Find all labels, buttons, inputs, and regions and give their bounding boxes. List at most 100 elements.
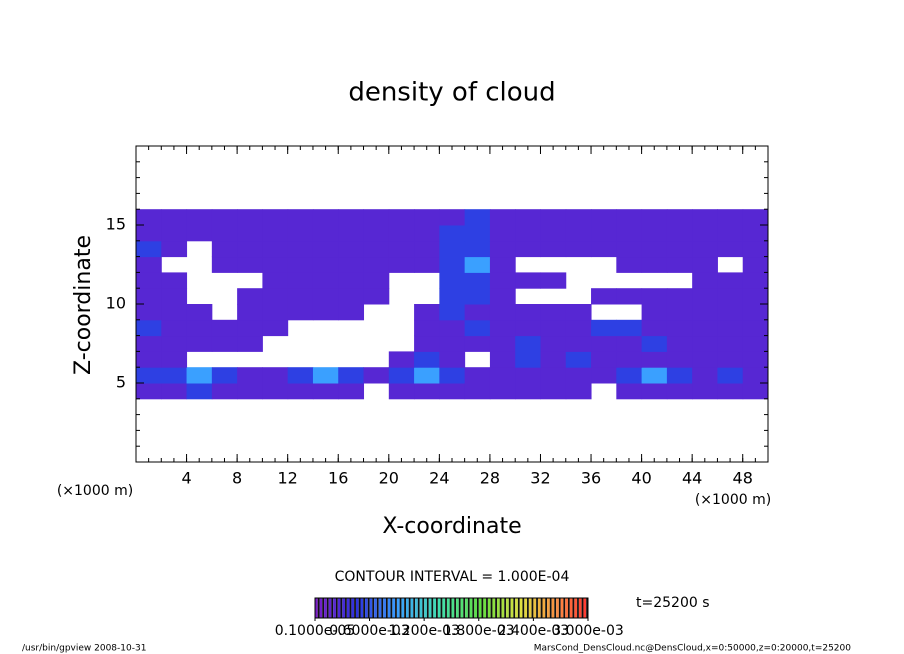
- heat-cell: [237, 209, 263, 226]
- heat-cell: [464, 225, 491, 242]
- heat-cell: [439, 225, 466, 242]
- x-axis-label: X-coordinate: [382, 514, 521, 539]
- heat-cell: [338, 288, 365, 305]
- y-tick-label: 5: [116, 373, 126, 392]
- colorbar-stripe: [392, 598, 396, 618]
- heat-cell: [287, 272, 314, 289]
- colorbar-gap: [395, 598, 397, 618]
- heat-cell: [237, 225, 263, 242]
- colorbar-stripe: [460, 598, 464, 618]
- heat-cell: [565, 209, 592, 226]
- heat-cell: [161, 367, 188, 384]
- heat-cell: [666, 383, 693, 400]
- colorbar-gap: [454, 598, 457, 618]
- heat-cell: [717, 240, 744, 258]
- heat-cell: [237, 319, 263, 337]
- heat-cell: [742, 367, 769, 384]
- colorbar-gap: [445, 598, 447, 618]
- heat-cell: [136, 225, 162, 242]
- colorbar-gap: [572, 598, 575, 618]
- heat-cell: [717, 209, 744, 226]
- heat-cell: [237, 367, 263, 384]
- colorbar-gap: [517, 598, 520, 618]
- heat-cell: [641, 304, 668, 321]
- heat-cell: [287, 209, 314, 226]
- colorbar-stripe: [324, 598, 327, 618]
- heat-cell: [161, 272, 188, 289]
- colorbar-stripe: [378, 598, 382, 618]
- heat-cell: [312, 367, 339, 384]
- heat-cell: [717, 351, 744, 368]
- colorbar-stripe: [374, 598, 377, 618]
- heat-cell: [666, 335, 693, 352]
- heat-cell: [692, 225, 718, 242]
- heat-cell: [565, 383, 592, 400]
- colorbar-stripe: [478, 598, 482, 618]
- colorbar-stripe: [483, 598, 487, 618]
- heat-cell: [262, 209, 289, 226]
- x-tick-label: 8: [232, 469, 242, 488]
- heat-cell: [439, 256, 466, 273]
- colorbar-stripe: [578, 598, 582, 618]
- colorbar-gap: [577, 598, 579, 618]
- heat-cell: [464, 304, 491, 321]
- colorbar-gap: [476, 598, 479, 618]
- heat-cell: [338, 383, 365, 400]
- colorbar-stripe: [487, 598, 491, 618]
- colorbar-stripe: [528, 598, 532, 618]
- heat-cell: [388, 209, 415, 226]
- heat-cell: [616, 209, 643, 226]
- colorbar-gap: [467, 598, 470, 618]
- colorbar-stripe: [401, 598, 405, 618]
- time-label: t=25200 s: [636, 595, 710, 611]
- x-tick-label: 28: [480, 469, 500, 488]
- colorbar-stripe: [515, 598, 518, 618]
- heat-cell: [161, 335, 188, 352]
- heat-cell: [666, 319, 693, 337]
- heat-cell: [515, 304, 541, 321]
- heat-cell: [464, 288, 491, 305]
- heat-cell: [211, 256, 238, 273]
- colorbar-gap: [536, 598, 538, 618]
- colorbar-stripe: [556, 598, 559, 618]
- heat-cell: [363, 256, 390, 273]
- colorbar-gap: [558, 598, 561, 618]
- colorbar-stripe: [406, 598, 409, 618]
- x-unit-right: (×1000 m): [695, 492, 771, 508]
- colorbar-gap: [376, 598, 379, 618]
- colorbar-stripe: [560, 598, 564, 618]
- heat-cell: [742, 304, 769, 321]
- heat-cell: [717, 272, 744, 289]
- heat-cell: [136, 319, 162, 337]
- heat-cell: [262, 319, 289, 337]
- colorbar-stripe: [547, 598, 550, 618]
- heat-cell: [717, 225, 744, 242]
- heat-cell: [439, 240, 466, 258]
- heat-cell: [464, 209, 491, 226]
- heat-cell: [211, 209, 238, 226]
- colorbar-gap: [340, 598, 343, 618]
- heat-cell: [692, 304, 718, 321]
- heat-cell: [161, 209, 188, 226]
- heat-cell: [717, 304, 744, 321]
- colorbar-gap: [422, 598, 425, 618]
- colorbar-stripe: [524, 598, 528, 618]
- colorbar-gap: [508, 598, 511, 618]
- colorbar-gap: [317, 598, 320, 618]
- x-tick-label: 24: [429, 469, 449, 488]
- heat-cell: [742, 288, 769, 305]
- heat-cell: [489, 304, 516, 321]
- heat-cell: [616, 383, 643, 400]
- colorbar-stripe: [342, 598, 346, 618]
- heat-cell: [540, 367, 567, 384]
- x-unit-left: (×1000 m): [57, 483, 133, 499]
- heat-cell: [287, 304, 314, 321]
- heat-cell: [338, 272, 365, 289]
- heat-cell: [515, 367, 541, 384]
- colorbar-stripe: [337, 598, 341, 618]
- heat-cell: [414, 367, 440, 384]
- x-tick-label: 20: [379, 469, 399, 488]
- heat-cell: [287, 367, 314, 384]
- heat-cell: [262, 383, 289, 400]
